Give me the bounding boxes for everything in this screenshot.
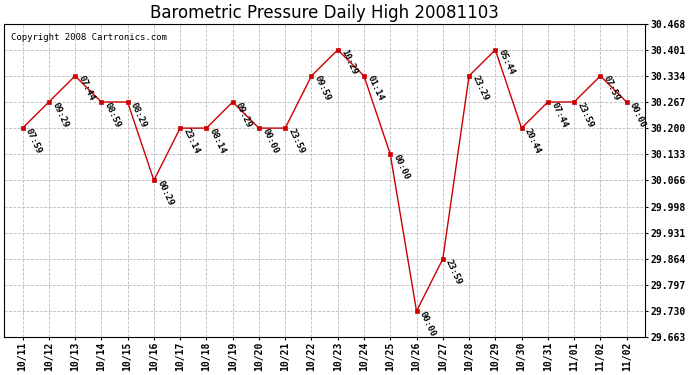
Text: 10:29: 10:29 xyxy=(339,48,359,76)
Text: 00:00: 00:00 xyxy=(628,100,647,129)
Text: 09:29: 09:29 xyxy=(234,100,253,129)
Text: 00:00: 00:00 xyxy=(260,127,280,155)
Text: 23:59: 23:59 xyxy=(575,100,595,129)
Text: 09:59: 09:59 xyxy=(313,75,333,103)
Title: Barometric Pressure Daily High 20081103: Barometric Pressure Daily High 20081103 xyxy=(150,4,499,22)
Text: 00:29: 00:29 xyxy=(155,179,175,207)
Text: 07:59: 07:59 xyxy=(24,127,43,155)
Text: 08:59: 08:59 xyxy=(103,100,122,129)
Text: 07:44: 07:44 xyxy=(77,75,96,103)
Text: 07:44: 07:44 xyxy=(549,100,569,129)
Text: 00:00: 00:00 xyxy=(392,153,411,181)
Text: 05:44: 05:44 xyxy=(497,48,516,76)
Text: 01:14: 01:14 xyxy=(366,75,385,103)
Text: Copyright 2008 Cartronics.com: Copyright 2008 Cartronics.com xyxy=(10,33,166,42)
Text: 00:00: 00:00 xyxy=(418,310,437,338)
Text: 09:29: 09:29 xyxy=(50,100,70,129)
Text: 08:14: 08:14 xyxy=(208,127,227,155)
Text: 23:59: 23:59 xyxy=(286,127,306,155)
Text: 23:59: 23:59 xyxy=(444,258,464,286)
Text: 07:59: 07:59 xyxy=(602,75,621,103)
Text: 08:29: 08:29 xyxy=(129,100,148,129)
Text: 20:44: 20:44 xyxy=(523,127,542,155)
Text: 23:29: 23:29 xyxy=(471,75,490,103)
Text: 23:14: 23:14 xyxy=(181,127,201,155)
